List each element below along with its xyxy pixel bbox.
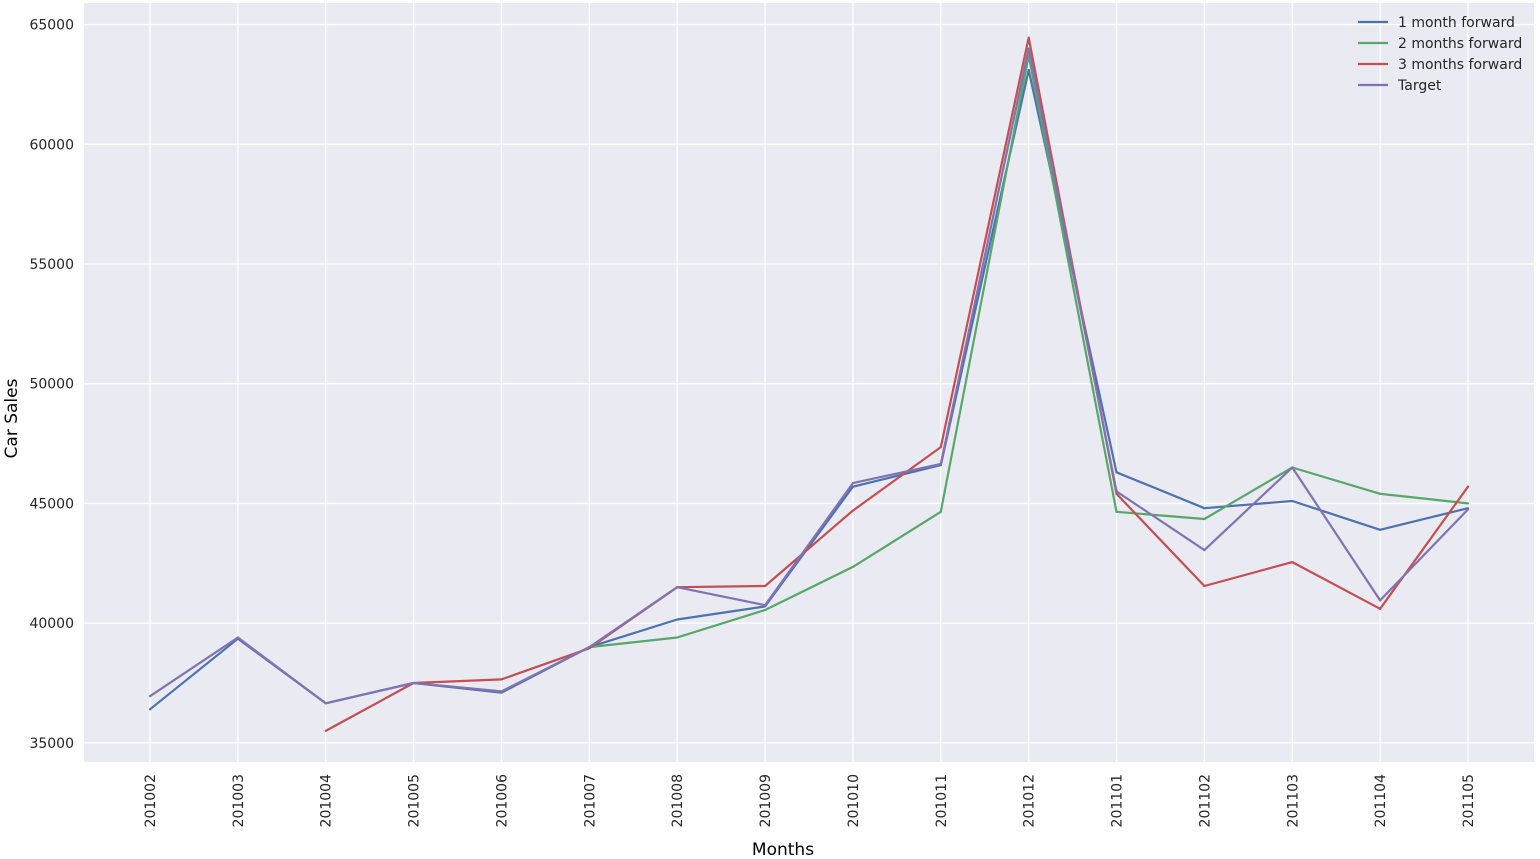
data-point (148, 695, 152, 698)
x-tick-label: 201103 (1285, 774, 1301, 827)
plot-area (84, 3, 1534, 762)
data-point (939, 462, 942, 466)
legend-entry: Target (1397, 78, 1442, 94)
data-point (1379, 599, 1382, 602)
y-tick-label: 65000 (29, 18, 74, 34)
data-point (1115, 492, 1118, 495)
y-axis-ticks: 35000 40000 45000 50000 55000 60000 65000 (29, 18, 74, 752)
data-point (500, 690, 503, 693)
data-point (1291, 560, 1294, 564)
x-tick-label: 201011 (934, 774, 950, 827)
y-tick-label: 40000 (29, 616, 74, 632)
data-point (851, 481, 855, 485)
legend-entry: 1 month forward (1398, 15, 1515, 31)
legend-entry: 2 months forward (1398, 36, 1522, 52)
x-tick-label: 201007 (582, 774, 598, 827)
series-lines (148, 36, 1470, 732)
data-point (851, 485, 855, 488)
series-line (325, 36, 1469, 732)
data-point (763, 584, 767, 588)
data-point (412, 681, 415, 685)
data-point (1379, 492, 1382, 495)
x-tick-label: 201012 (1022, 774, 1038, 827)
data-point (1203, 549, 1206, 552)
data-point (763, 604, 767, 607)
x-tick-label: 201102 (1197, 774, 1213, 827)
data-point (324, 702, 327, 705)
x-tick-label: 201004 (319, 774, 335, 828)
legend: 1 month forward 2 months forward 3 months … (1358, 15, 1522, 94)
data-point (1203, 507, 1206, 510)
data-point (676, 636, 679, 639)
x-tick-label: 201104 (1373, 774, 1389, 828)
x-axis-label: Months (752, 840, 814, 859)
data-point (1466, 502, 1470, 505)
x-tick-label: 201010 (846, 774, 862, 827)
data-point (763, 608, 767, 612)
y-tick-label: 45000 (29, 496, 74, 512)
grid-lines (84, 3, 1534, 762)
x-tick-label: 201101 (1110, 774, 1126, 827)
data-point (588, 645, 591, 649)
data-point (1115, 510, 1118, 513)
x-tick-label: 201009 (758, 774, 774, 827)
y-tick-label: 60000 (29, 137, 74, 153)
data-point (676, 618, 679, 621)
data-point (1027, 68, 1030, 72)
series-target (148, 47, 1470, 705)
x-tick-label: 201006 (494, 774, 510, 828)
data-point (1379, 528, 1382, 531)
x-tick-label: 201003 (231, 774, 247, 827)
data-point (1115, 490, 1118, 493)
y-tick-label: 50000 (29, 377, 74, 393)
y-axis-label: Car Sales (2, 378, 22, 458)
x-tick-label: 201105 (1461, 774, 1477, 827)
data-point (939, 446, 942, 449)
y-tick-label: 55000 (29, 257, 74, 273)
data-point (1466, 508, 1470, 511)
data-point (1027, 47, 1030, 50)
data-point (1115, 471, 1118, 474)
data-point (500, 678, 503, 681)
y-tick-label: 35000 (29, 736, 74, 752)
data-point (1027, 36, 1030, 39)
data-point (676, 586, 679, 589)
data-point (939, 510, 942, 513)
x-tick-label: 201005 (407, 774, 423, 827)
data-point (236, 636, 239, 639)
data-point (851, 509, 855, 512)
data-point (1203, 584, 1206, 588)
x-tick-label: 201002 (143, 774, 159, 827)
x-tick-label: 201008 (670, 774, 686, 827)
series-line (149, 47, 1469, 705)
data-point (1466, 485, 1470, 488)
x-axis-ticks: 201002 201003 201004 201005 201006 201007 2010… (143, 774, 1477, 828)
legend-entry: 3 months forward (1398, 57, 1522, 73)
data-point (148, 708, 152, 711)
data-point (324, 729, 327, 732)
data-point (1291, 466, 1294, 469)
data-point (851, 565, 855, 568)
data-point (1379, 607, 1382, 610)
data-point (1291, 499, 1294, 503)
data-point (1203, 517, 1206, 521)
